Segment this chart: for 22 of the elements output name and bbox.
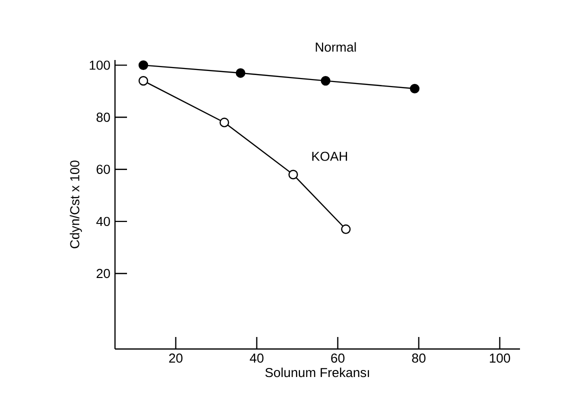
point	[341, 224, 351, 234]
x-tick-label: 40	[250, 354, 264, 363]
y-tick-label: 100	[90, 60, 110, 70]
y-tick-label: 40	[96, 216, 110, 226]
point	[138, 76, 148, 86]
point	[138, 60, 148, 70]
y-tick-label: 20	[96, 268, 110, 278]
y-tick-label: 80	[96, 112, 110, 122]
point	[220, 118, 230, 128]
x-tick-label: 80	[412, 354, 426, 363]
point	[288, 170, 298, 180]
text: Normal	[316, 42, 356, 52]
x-tick-label: 100	[490, 354, 510, 363]
point	[320, 76, 330, 86]
y-axis-title: Cdyn/Cst x 100	[70, 160, 82, 248]
x-tick-label: 20	[169, 354, 182, 363]
point	[236, 68, 246, 78]
point	[410, 84, 420, 94]
y-tick-label: 60	[96, 164, 110, 174]
x-tick-label: 60	[331, 354, 344, 363]
series-label: KOAH	[312, 152, 348, 161]
x-axis-title: Solunum Frekansı	[265, 368, 369, 378]
